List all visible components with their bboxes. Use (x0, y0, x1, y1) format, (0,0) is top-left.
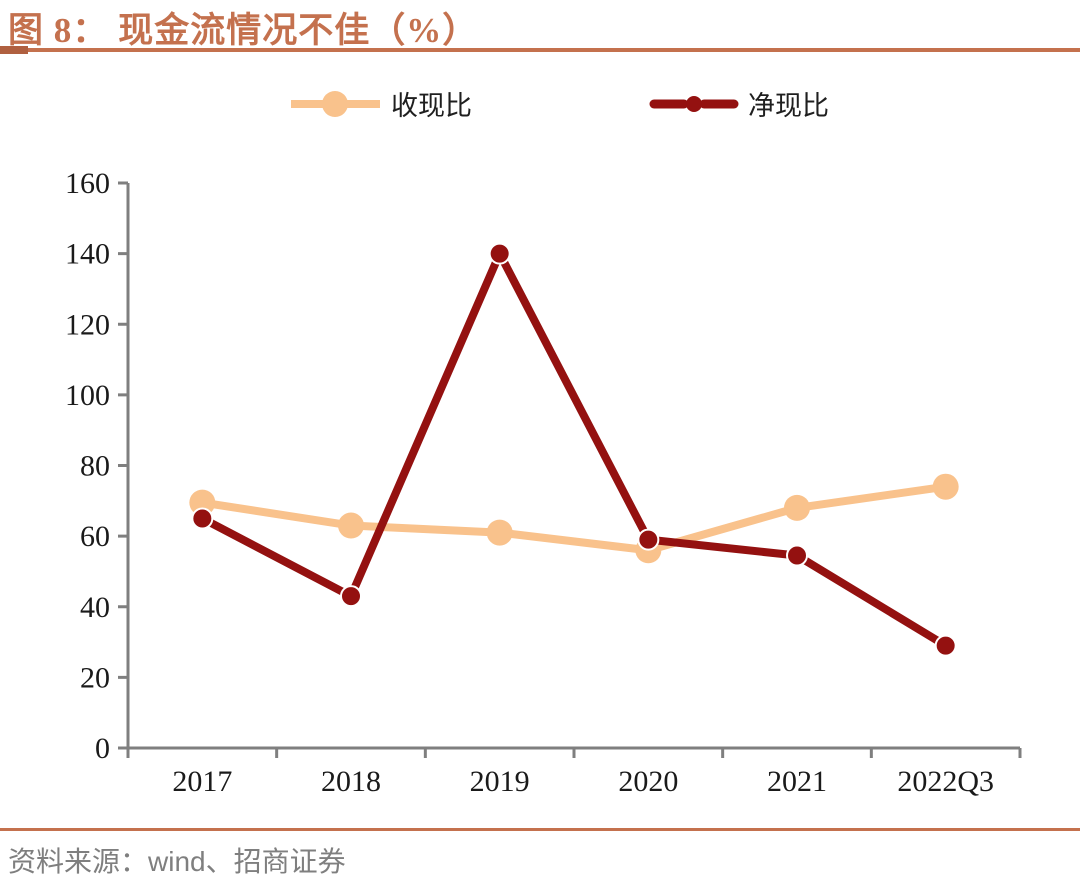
title-underline (0, 46, 1080, 54)
y-tick-label: 160 (65, 167, 110, 200)
line-chart: 0 20 40 60 80 100 120 140 160 2017 2018 2019 2020 202… (65, 167, 1022, 798)
y-tick-label: 140 (65, 238, 110, 271)
data-point-净现比-2017 (191, 507, 214, 530)
legend-marker-shouxianbi (291, 90, 380, 117)
source-rest: 、招商证券 (205, 847, 346, 878)
x-tick-label: 2019 (470, 765, 530, 798)
legend-label-jingxianbi: 净现比 (748, 91, 829, 121)
y-tick-label: 120 (65, 308, 110, 341)
legend-marker-jingxianbi (649, 95, 739, 112)
data-point-净现比-2020 (637, 528, 660, 551)
data-point-收现比-2017 (189, 489, 216, 516)
data-point-收现比-2021 (784, 494, 810, 521)
y-tick-label: 60 (80, 520, 110, 553)
figure-title: 图 8： 现金流情况不佳（%） (8, 2, 478, 53)
y-tick-label: 0 (95, 732, 110, 765)
title-underline-line (0, 48, 1080, 52)
legend-label-shouxianbi: 收现比 (391, 91, 472, 121)
source-label: 资料来源： (8, 847, 149, 878)
series-line-收现比 (201, 482, 947, 555)
y-tick-label: 100 (65, 379, 110, 412)
source-wind: wind (148, 846, 206, 877)
series-line-净现比 (200, 244, 948, 650)
data-point-净现比-2022Q3 (934, 634, 957, 657)
y-tick-label: 40 (80, 591, 110, 624)
x-tick-label: 2018 (321, 765, 381, 798)
y-tick-label: 20 (80, 661, 110, 694)
data-point-收现比-2018 (338, 512, 364, 539)
legend-item-shouxianbi: 收现比 (288, 84, 472, 123)
data-source-note: 资料来源：wind、招商证券 (8, 840, 346, 880)
x-tick-label: 2017 (172, 765, 232, 798)
data-point-收现比-2019 (486, 519, 513, 546)
data-point-净现比-2021 (786, 544, 808, 567)
data-point-收现比-2022Q3 (932, 473, 959, 500)
y-tick-label: 80 (80, 450, 110, 483)
footer-divider (0, 828, 1080, 831)
title-underline-cap (0, 46, 28, 54)
legend-item-jingxianbi: 净现比 (648, 84, 829, 123)
x-tick-label: 2020 (618, 765, 678, 798)
figure-number-label: 图 8： (8, 11, 109, 50)
data-point-净现比-2018 (340, 585, 362, 608)
x-tick-label: 2022Q3 (897, 765, 994, 798)
x-tick-label: 2021 (767, 765, 827, 798)
data-point-净现比-2019 (488, 242, 511, 265)
figure-title-text: 现金流情况不佳（%） (118, 11, 479, 50)
